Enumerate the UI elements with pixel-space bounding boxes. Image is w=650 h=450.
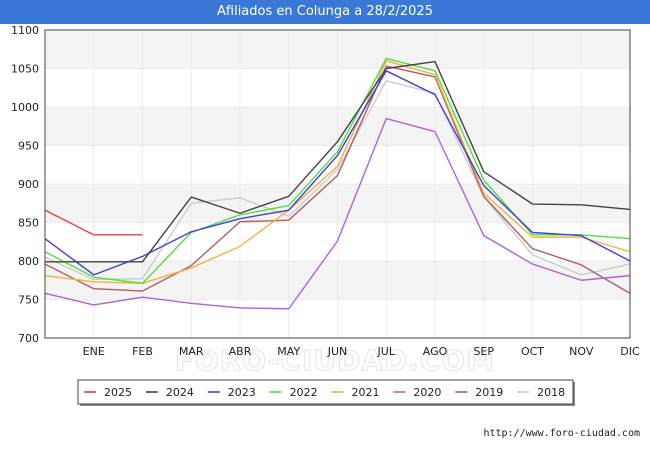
y-tick-label: 1050 — [11, 63, 39, 76]
y-tick-label: 800 — [18, 255, 39, 268]
legend-box — [77, 379, 574, 405]
series-line-2018 — [44, 80, 631, 281]
series-line-2024 — [45, 60, 631, 263]
x-tick-label: JUN — [327, 345, 348, 358]
y-tick-label: 750 — [18, 294, 39, 307]
series-line-2025 — [44, 209, 143, 236]
x-tick-label: OCT — [521, 345, 544, 358]
y-tick-label: 1100 — [11, 24, 39, 37]
legend-label-2021: 2021 — [352, 386, 380, 399]
x-tick-label: SEP — [473, 345, 494, 358]
y-tick-label: 900 — [18, 178, 39, 191]
series-line-2020 — [44, 117, 631, 310]
x-tick-label: NOV — [569, 345, 594, 358]
legend-label-2018: 2018 — [537, 386, 565, 399]
y-tick-label: 850 — [18, 217, 39, 230]
legend-label-2022: 2022 — [290, 386, 318, 399]
legend-label-2023: 2023 — [228, 386, 256, 399]
x-tick-label: MAY — [277, 345, 300, 358]
legend-label-2019: 2019 — [475, 386, 503, 399]
series-line-2019 — [44, 65, 631, 294]
legend-label-2025: 2025 — [104, 386, 132, 399]
source-url: http://www.foro-ciudad.com — [483, 428, 640, 439]
chart-title: Afiliados en Colunga a 28/2/2025 — [0, 0, 650, 24]
x-tick-label: MAR — [179, 345, 204, 358]
x-tick-label: ENE — [83, 345, 105, 358]
x-tick-label: AGO — [423, 345, 448, 358]
watermark: FORO-CIUDAD.COM — [175, 344, 495, 377]
legend-label-2020: 2020 — [413, 386, 441, 399]
x-tick-label: DIC — [620, 345, 640, 358]
legend-label-2024: 2024 — [166, 386, 194, 399]
x-tick-label: ABR — [229, 345, 252, 358]
series-line-2022 — [44, 57, 631, 285]
y-tick-label: 700 — [18, 332, 39, 345]
y-tick-label: 1000 — [11, 101, 39, 114]
x-tick-label: FEB — [132, 345, 153, 358]
series-line-2023 — [44, 70, 631, 276]
y-tick-label: 950 — [18, 140, 39, 153]
x-tick-label: JUL — [377, 345, 396, 358]
plot-frame — [44, 29, 631, 339]
